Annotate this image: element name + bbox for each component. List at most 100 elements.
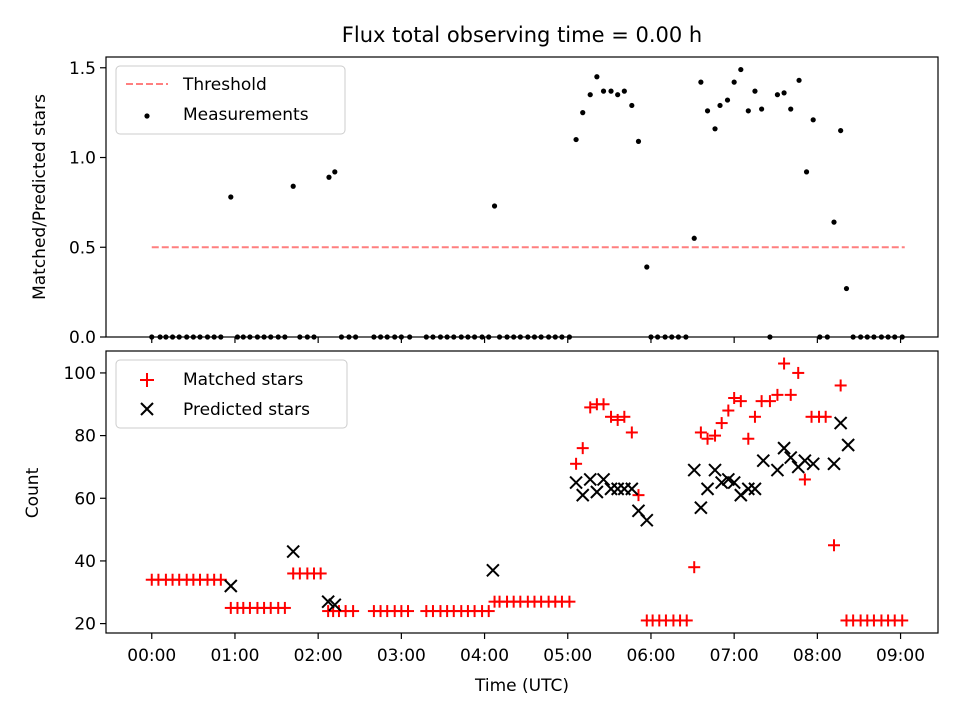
measurement-point: [491, 203, 498, 209]
matched-star-point: [605, 410, 618, 423]
measurement-point: [326, 174, 332, 180]
measurement-point: [580, 110, 586, 116]
measurement-point: [774, 92, 781, 98]
measurement-point: [332, 169, 338, 175]
x-tick-label: 00:00: [127, 646, 176, 666]
top-legend: Threshold Measurements: [115, 65, 346, 135]
legend-measurements-label: Measurements: [183, 105, 309, 125]
measurement-point: [608, 88, 614, 94]
matched-star-point: [834, 379, 847, 392]
matched-star-point: [625, 426, 638, 439]
predicted-star-point: [748, 482, 762, 496]
measurement-point: [621, 88, 627, 94]
matched-star-point: [709, 429, 722, 442]
matched-star-point: [778, 357, 791, 370]
bottom-y-ticks: 20 40 60 80 100: [64, 364, 106, 635]
matched-star-point: [570, 457, 583, 470]
matched-star-point: [828, 539, 840, 552]
bottom-x-ticks: 00:00 01:00 02:00 03:00 04:00 05:00 06:00 07:00…: [127, 633, 925, 666]
matched-star-point: [748, 410, 761, 423]
predicted-star-point: [694, 500, 708, 515]
measurement-point: [644, 264, 650, 270]
bottom-panel: 20 40 60 80 100 00:00 01:00 02:00 03:00 04:00 05:…: [23, 350, 939, 696]
predicted-star-point: [841, 438, 855, 452]
bottom-y-tick-label: 60: [74, 489, 96, 509]
top-y-tick-label: 1.0: [69, 149, 96, 169]
bottom-y-tick-label: 20: [74, 615, 96, 635]
matched-star-point: [314, 567, 327, 580]
predicted-star-point: [328, 598, 342, 612]
bottom-legend-box: [115, 359, 348, 429]
top-x-ticks: [151, 337, 902, 343]
predicted-star-point: [286, 544, 300, 559]
legend-predicted-label: Predicted stars: [183, 400, 310, 420]
bottom-y-tick-label: 100: [64, 364, 96, 384]
bottom-plot-area: [145, 357, 909, 627]
predicted-star-point: [224, 579, 238, 593]
matched-star-point: [763, 395, 776, 408]
measurement-point: [587, 92, 593, 98]
measurement-point: [573, 136, 579, 143]
top-legend-box: [115, 65, 346, 135]
x-tick-label: 03:00: [377, 646, 426, 666]
predicted-star-point: [576, 488, 590, 502]
matched-star-point: [576, 442, 589, 455]
measurement-point: [717, 102, 723, 109]
top-plot-area: [149, 66, 905, 340]
matched-star-point: [347, 605, 360, 618]
predicted-star-point: [590, 485, 604, 499]
legend-measurements-marker: [144, 113, 150, 119]
predicted-star-point: [687, 463, 701, 477]
top-y-tick-label: 1.5: [69, 59, 96, 79]
matched-star-point: [214, 573, 227, 586]
predicted-star-point: [784, 450, 798, 465]
predicted-star-point: [714, 475, 729, 490]
predicted-star-point: [596, 472, 611, 487]
top-y-tick-label: 0.0: [69, 328, 96, 348]
measurement-point: [731, 79, 737, 85]
matched-star-point: [784, 388, 797, 401]
measurement-point: [615, 92, 621, 98]
bottom-axes-frame: [105, 350, 939, 634]
matched-star-point: [896, 614, 909, 627]
predicted-star-point: [777, 441, 791, 455]
predicted-star-point: [756, 453, 770, 468]
predicted-star-point: [625, 482, 639, 496]
x-tick-label: 01:00: [210, 646, 259, 666]
measurement-point: [712, 126, 718, 132]
measurement-point: [724, 97, 731, 103]
matched-star-point: [688, 561, 701, 574]
measurement-point: [691, 235, 697, 241]
measurement-point: [600, 88, 607, 94]
matched-star-point: [597, 398, 610, 411]
x-tick-label: 06:00: [626, 646, 675, 666]
matched-star-point: [792, 366, 805, 379]
matched-star-point: [618, 410, 631, 423]
measurement-point: [738, 66, 744, 73]
legend-threshold-label: Threshold: [182, 75, 267, 95]
predicted-star-point: [700, 482, 715, 496]
measurement-point: [831, 219, 837, 225]
predicted-star-point: [806, 457, 820, 471]
predicted-star-point: [833, 416, 848, 430]
x-tick-label: 09:00: [876, 646, 925, 666]
predicted-star-point: [708, 463, 722, 477]
predicted-star-point: [486, 563, 500, 578]
predicted-star-point: [583, 472, 597, 487]
measurement-point: [594, 74, 600, 80]
matched-star-point: [611, 413, 624, 426]
measurement-point: [788, 106, 794, 112]
predicted-star-point: [798, 453, 812, 468]
predicted-star-point: [727, 475, 741, 490]
measurement-point: [752, 88, 758, 94]
matched-star-point: [819, 410, 832, 423]
measurement-point: [698, 79, 704, 85]
bottom-y-axis-label: Count: [23, 467, 43, 518]
matched-star-point: [563, 595, 576, 608]
x-tick-label: 04:00: [460, 646, 509, 666]
measurement-point: [796, 77, 802, 83]
measurement-point: [290, 183, 296, 189]
matched-star-point: [798, 473, 811, 486]
measurement-point: [228, 194, 234, 200]
matched-star-point: [728, 392, 741, 404]
